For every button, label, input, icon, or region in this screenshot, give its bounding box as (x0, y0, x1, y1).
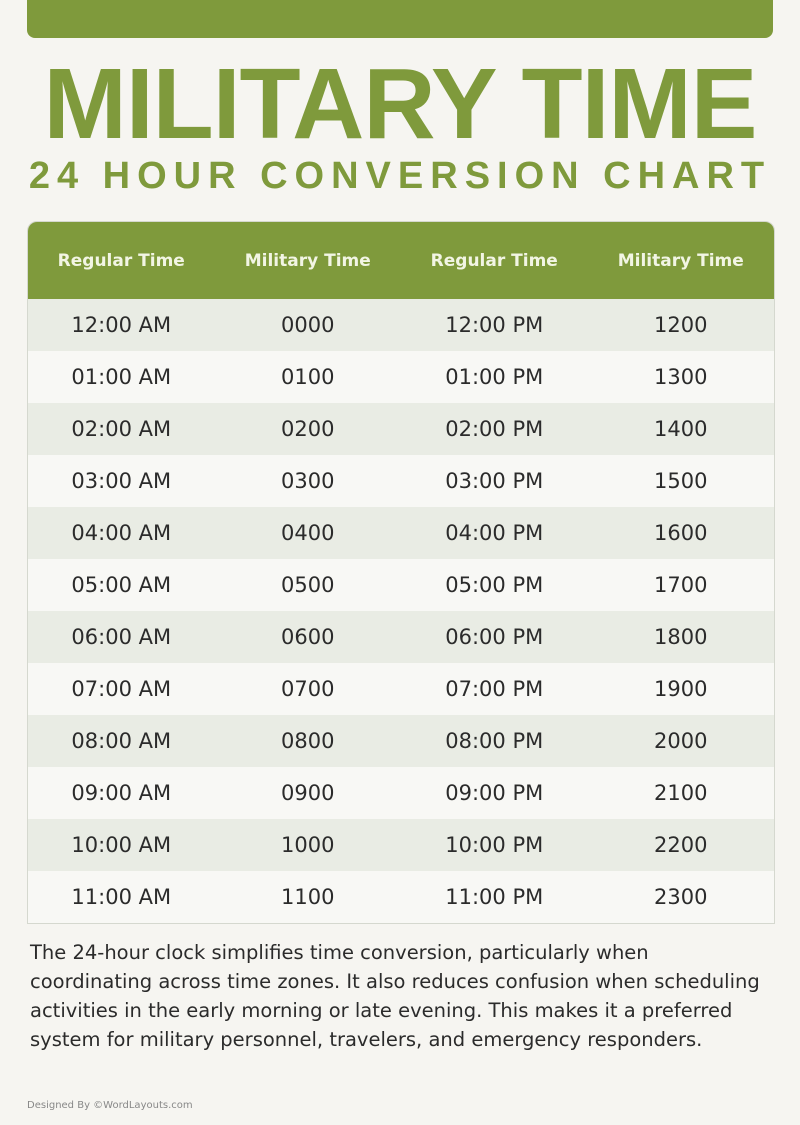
regular-time-cell: 02:00 PM (445, 417, 544, 441)
military-time-cell: 1500 (654, 469, 708, 493)
military-time-cell: 0000 (281, 313, 335, 337)
table-row: 05:00 AM 0500 05:00 PM 1700 (28, 559, 774, 611)
conversion-table: Regular Time Military Time Regular Time … (27, 221, 775, 924)
military-time-cell: 1600 (654, 521, 708, 545)
table-row: 10:00 AM 1000 10:00 PM 2200 (28, 819, 774, 871)
regular-time-cell: 07:00 PM (445, 677, 544, 701)
regular-time-cell: 03:00 PM (445, 469, 544, 493)
table-row: 08:00 AM 0800 08:00 PM 2000 (28, 715, 774, 767)
military-time-cell: 0300 (281, 469, 335, 493)
table-row: 12:00 AM 0000 12:00 PM 1200 (28, 299, 774, 351)
table-row: 11:00 AM 1100 11:00 PM 2300 (28, 871, 774, 923)
regular-time-cell: 09:00 AM (71, 781, 172, 805)
regular-time-cell: 06:00 PM (445, 625, 544, 649)
military-time-cell: 0500 (281, 573, 335, 597)
column-header: Military Time (617, 250, 744, 271)
regular-time-cell: 06:00 AM (71, 625, 172, 649)
military-time-cell: 0800 (281, 729, 335, 753)
table-row: 02:00 AM 0200 02:00 PM 1400 (28, 403, 774, 455)
regular-time-cell: 11:00 PM (445, 885, 544, 909)
military-time-cell: 0100 (281, 365, 335, 389)
page-title: MILITARY TIME (43, 48, 758, 160)
military-time-cell: 0400 (281, 521, 335, 545)
regular-time-cell: 08:00 AM (71, 729, 172, 753)
table-row: 03:00 AM 0300 03:00 PM 1500 (28, 455, 774, 507)
table-row: 07:00 AM 0700 07:00 PM 1900 (28, 663, 774, 715)
table-row: 04:00 AM 0400 04:00 PM 1600 (28, 507, 774, 559)
table-row: 09:00 AM 0900 09:00 PM 2100 (28, 767, 774, 819)
military-time-cell: 1300 (654, 365, 708, 389)
military-time-cell: 1700 (654, 573, 708, 597)
regular-time-cell: 01:00 PM (445, 365, 544, 389)
regular-time-cell: 08:00 PM (445, 729, 544, 753)
regular-time-cell: 03:00 AM (71, 469, 172, 493)
military-time-cell: 2200 (654, 833, 708, 857)
military-time-cell: 0200 (281, 417, 335, 441)
military-time-cell: 1400 (654, 417, 708, 441)
description-text: The 24-hour clock simplifies time conver… (30, 941, 760, 1051)
regular-time-cell: 12:00 AM (71, 313, 172, 337)
table-header: Regular Time Military Time Regular Time … (28, 222, 774, 299)
column-header: Military Time (244, 250, 371, 271)
regular-time-cell: 11:00 AM (71, 885, 172, 909)
regular-time-cell: 10:00 AM (71, 833, 172, 857)
top-banner-bar (27, 0, 773, 38)
military-time-cell: 1800 (654, 625, 708, 649)
regular-time-cell: 10:00 PM (445, 833, 544, 857)
military-time-cell: 2300 (654, 885, 708, 909)
military-time-cell: 1100 (281, 885, 335, 909)
military-time-cell: 1200 (654, 313, 708, 337)
military-time-cell: 2000 (654, 729, 708, 753)
regular-time-cell: 09:00 PM (445, 781, 544, 805)
column-header: Regular Time (57, 250, 185, 271)
regular-time-cell: 04:00 PM (445, 521, 544, 545)
regular-time-cell: 07:00 AM (71, 677, 172, 701)
column-header: Regular Time (430, 250, 558, 271)
table-body: 12:00 AM 0000 12:00 PM 1200 01:00 AM 0100 01:0… (28, 299, 774, 923)
regular-time-cell: 04:00 AM (71, 521, 172, 545)
military-time-cell: 0700 (281, 677, 335, 701)
military-time-cell: 0600 (281, 625, 335, 649)
military-time-cell: 0900 (281, 781, 335, 805)
regular-time-cell: 02:00 AM (71, 417, 172, 441)
regular-time-cell: 01:00 AM (71, 365, 172, 389)
table-row: 06:00 AM 0600 06:00 PM 1800 (28, 611, 774, 663)
regular-time-cell: 12:00 PM (445, 313, 544, 337)
page-subtitle: 24 HOUR CONVERSION CHART (28, 155, 772, 197)
table-row: 01:00 AM 0100 01:00 PM 1300 (28, 351, 774, 403)
military-time-cell: 2100 (654, 781, 708, 805)
military-time-cell: 1900 (654, 677, 708, 701)
regular-time-cell: 05:00 PM (445, 573, 544, 597)
regular-time-cell: 05:00 AM (71, 573, 172, 597)
designer-credit: Designed By ©WordLayouts.com (27, 1100, 193, 1111)
military-time-cell: 1000 (281, 833, 335, 857)
